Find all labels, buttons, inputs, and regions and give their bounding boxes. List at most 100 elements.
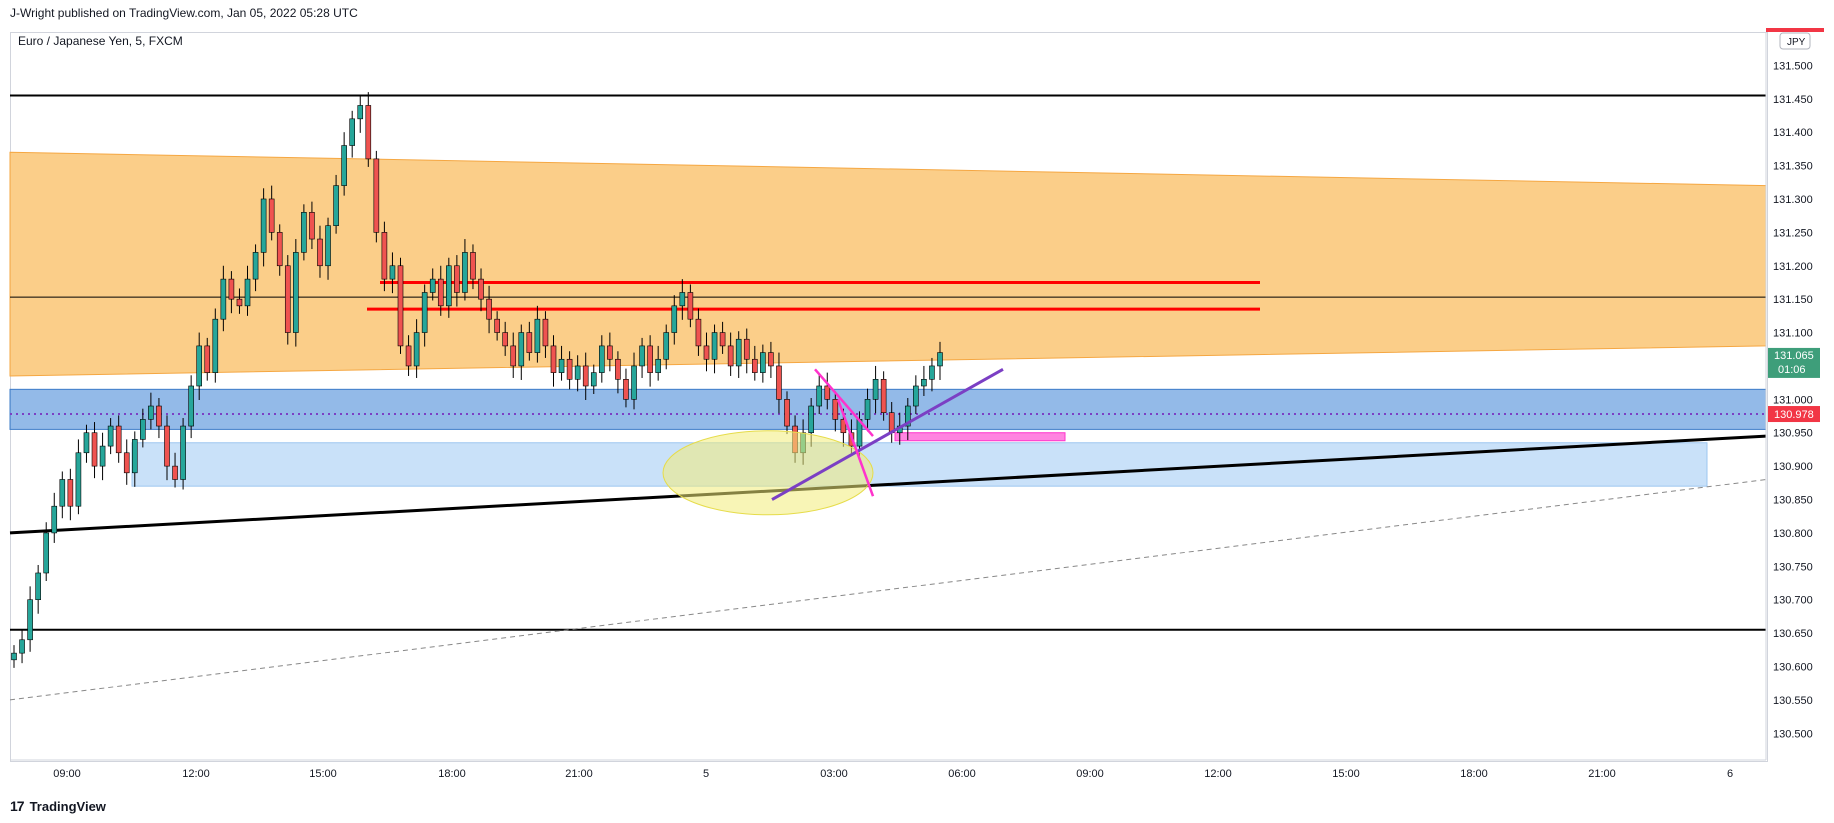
candle-body [534,318,541,353]
candle-body [550,345,557,373]
candle-body [301,212,307,253]
candle-body [236,298,243,307]
candle [381,221,388,292]
y-tick-label: 130.600 [1773,661,1813,673]
candle [494,311,500,341]
y-tick-label: 131.350 [1773,161,1813,173]
candle [180,418,186,490]
candle-body [647,345,653,373]
candle [51,492,58,543]
candle-body [373,158,380,233]
candle [293,239,299,347]
candle [502,321,508,356]
candle [590,364,597,394]
candle [196,332,202,401]
candle [663,324,670,370]
candle [341,132,347,196]
candle-body [164,425,170,467]
candle [558,345,565,381]
candle [276,224,283,276]
candle-body [309,212,315,240]
y-tick-label: 130.700 [1773,595,1813,607]
candle-body [349,118,355,146]
red-price-label-bg [1768,406,1820,423]
publisher-header: J-Wright published on TradingView.com, J… [10,6,358,20]
candle-body [904,405,911,427]
candle [534,305,541,363]
candle [172,452,178,488]
candle [599,335,605,383]
candle [824,372,831,410]
candle-body [131,439,138,474]
candle-body [462,252,468,293]
candle [301,204,307,261]
y-tick-label: 130.800 [1773,528,1813,540]
candle-body [494,318,500,333]
candle [244,265,251,316]
candle-body [123,452,130,474]
candle-body [172,465,178,480]
candle [27,586,33,652]
candle [43,522,50,582]
candle-body [864,399,871,420]
candle-body [542,318,549,347]
candle [550,335,557,387]
candle [816,375,823,415]
candle [446,257,452,318]
candle [743,328,750,374]
candle [872,365,879,414]
candle [703,332,710,372]
candle [727,332,734,376]
y-tick-label: 130.550 [1773,695,1813,707]
x-tick-label: 5 [703,768,709,780]
candle-body [212,318,219,373]
candle-body [743,338,750,360]
yellow-highlight-ellipse [662,430,874,516]
candle-body [107,425,114,447]
footer-brand[interactable]: 17 TradingView [10,798,106,814]
candle-body [11,652,17,661]
candle [325,217,331,280]
candle [615,351,621,394]
x-tick-label: 15:00 [309,768,337,780]
candle [913,375,919,415]
candle [719,321,726,354]
candle [148,392,154,430]
candle-body [921,379,927,387]
pink-zone-box [894,432,1066,442]
candle [880,371,887,421]
y-tick-label: 131.400 [1773,127,1813,139]
candle [284,255,291,345]
candle-body [389,265,396,280]
candle-body [357,105,364,120]
x-tick-label: 21:00 [565,768,593,780]
candle-body [405,345,412,367]
candle-body [510,345,517,367]
x-tick-label: 03:00 [820,768,848,780]
candle-body [703,345,710,360]
candle-body [59,479,66,507]
candle-body [502,332,508,347]
candle-body [574,365,581,380]
candle [462,239,468,301]
candle [99,432,106,481]
tradingview-brand-label: TradingView [29,798,106,814]
candle-body [582,365,589,387]
candle-body [832,399,839,420]
y-tick-label: 130.750 [1773,561,1813,573]
y-tick-label: 131.500 [1773,60,1813,72]
candle-body [244,278,251,307]
candle-body [91,432,98,467]
symbol-title[interactable]: Euro / Japanese Yen, 5, FXCM [18,34,183,48]
candle-body [840,419,847,434]
x-tick-label: 06:00 [948,768,976,780]
candle-body [470,252,476,280]
x-tick-label: 18:00 [1460,768,1488,780]
candle-body [719,332,726,347]
candle [526,321,533,361]
candle-body [43,532,50,574]
candle [566,351,573,390]
candle-body [381,232,388,280]
candle [671,295,678,345]
